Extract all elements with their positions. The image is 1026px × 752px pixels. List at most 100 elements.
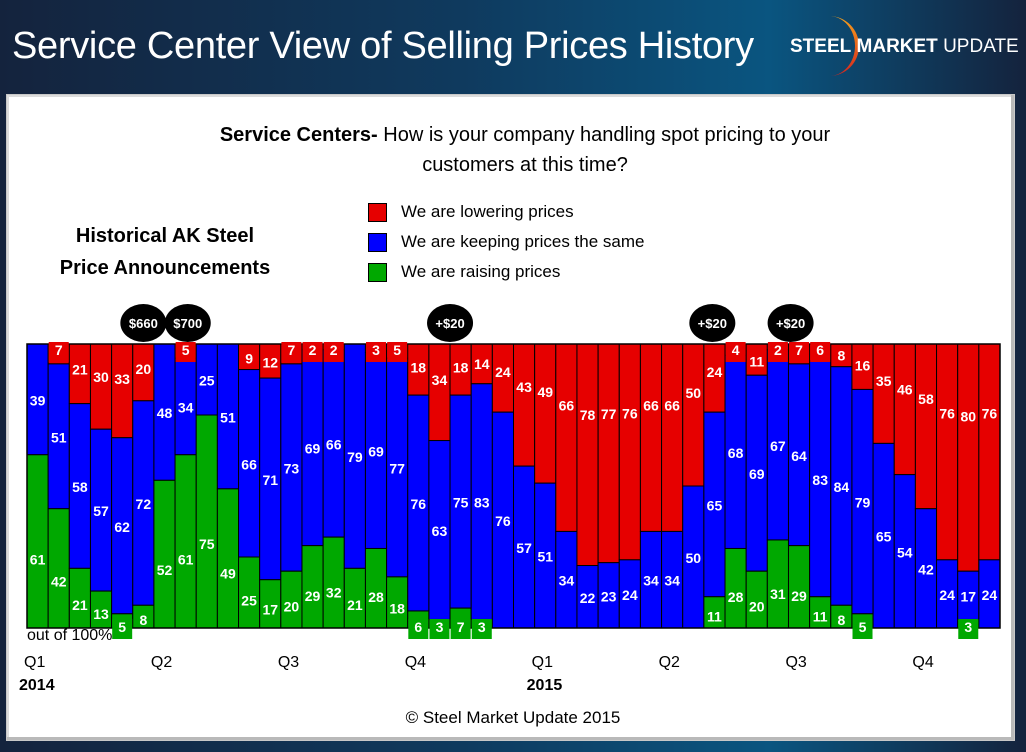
data-label-badge [852,619,873,639]
bar-segment-raising [216,488,240,629]
data-label-lowering: 50 [686,385,702,401]
bar-column [618,343,641,629]
data-label-raising: 21 [347,597,363,613]
bar-segment-lowering [618,343,641,561]
data-label-same: 84 [834,479,850,495]
data-label-lowering: 33 [114,371,130,387]
badge-label: +$20 [698,316,727,331]
data-label-same: 54 [897,544,913,560]
bar-segment-raising [322,536,345,629]
legend-label-raising: We are raising prices [401,262,561,281]
legend-item-lowering: We are lowering prices [368,197,644,227]
bar-column [216,343,240,629]
data-label-badge [429,619,450,639]
data-label-same: 58 [72,479,88,495]
annotation-title-line2: Price Announcements [59,257,271,279]
data-label-same: 75 [453,495,469,511]
bar-column [872,343,895,629]
data-label-raising: 8 [139,612,147,628]
data-label-badge [48,342,69,362]
data-label-lowering: 78 [580,407,596,423]
data-label-lowering: 2 [330,342,338,358]
bar-column [703,343,726,629]
data-label-same: 24 [622,587,638,603]
question-text: How is your company handling spot pricin… [377,124,831,176]
bar-column [428,343,451,629]
data-label-lowering: 8 [837,348,845,364]
bar-column [724,343,747,629]
logo-word-market: MARKET [856,36,938,57]
data-label-lowering: 20 [136,361,152,377]
data-label-lowering: 66 [643,397,659,413]
legend-item-same: We are keeping prices the same [368,227,644,257]
data-label-lowering: 58 [918,391,934,407]
bar-column [407,343,430,629]
steel-market-update-logo: STEEL MARKET UPDATE [785,10,1025,80]
data-label-badge [175,342,196,362]
x-tick-quarter: Q1 [531,654,553,671]
data-label-raising: 13 [93,606,109,622]
bar-segment-lowering [957,343,980,572]
data-label-raising: 52 [157,562,173,578]
data-label-lowering: 18 [411,359,427,375]
data-label-same: 34 [643,573,659,589]
data-label-badge [302,342,323,362]
data-label-lowering: 77 [601,406,617,422]
data-label-badge [471,619,492,639]
data-label-same: 17 [960,588,976,604]
data-label-raising: 3 [478,619,486,635]
x-tick-quarter: Q1 [24,654,46,671]
bar-column [470,343,493,629]
bar-column [639,343,663,629]
data-label-raising: 29 [791,588,807,604]
data-label-lowering: 46 [897,382,913,398]
badge-label: $700 [173,316,202,331]
data-label-same: 67 [770,438,786,454]
data-label-same: 34 [664,573,680,589]
x-tick-quarter: Q4 [404,654,427,671]
bar-segment-lowering [872,343,895,444]
bar-segment-raising [766,539,789,629]
data-label-same: 79 [347,449,363,465]
data-label-same: 51 [51,429,67,445]
bar-segment-lowering [111,343,134,439]
bar-column [978,343,1001,629]
bar-column [597,343,620,629]
data-label-raising: 11 [813,609,828,625]
data-label-raising: 32 [326,585,342,601]
bar-column [386,343,409,629]
data-label-lowering: 35 [876,373,892,389]
data-label-lowering: 14 [474,356,490,372]
data-label-raising: 42 [51,573,67,589]
data-label-raising: 11 [707,609,722,625]
data-label-lowering: 6 [816,342,824,358]
data-label-same: 25 [199,373,215,389]
bar-column [513,343,536,629]
data-label-same: 72 [136,496,152,512]
bar-column [111,343,134,629]
bar-segment-raising [301,545,324,629]
data-label-lowering: 24 [495,364,511,380]
logo-text: STEEL MARKET UPDATE [790,36,1019,58]
data-label-raising: 20 [284,598,300,614]
data-label-lowering: 5 [182,342,190,358]
data-label-same: 64 [791,448,807,464]
x-tick-quarter: Q3 [277,654,300,671]
bar-column [745,343,768,629]
data-label-raising: 25 [241,593,257,609]
data-label-same: 57 [516,540,532,556]
legend-label-lowering: We are lowering prices [401,202,574,221]
data-label-same: 69 [749,466,765,482]
bar-column [661,343,684,629]
badge-ellipse [767,304,814,342]
data-label-same: 71 [262,472,278,488]
data-label-same: 22 [580,590,596,606]
data-label-same: 50 [686,550,702,566]
data-label-same: 83 [812,472,828,488]
data-label-lowering: 2 [309,342,317,358]
bar-column [26,343,49,629]
data-label-same: 66 [241,456,257,472]
bar-column [534,343,557,629]
x-tick-year: 2014 [19,677,55,694]
bar-segment-raising [195,414,218,629]
